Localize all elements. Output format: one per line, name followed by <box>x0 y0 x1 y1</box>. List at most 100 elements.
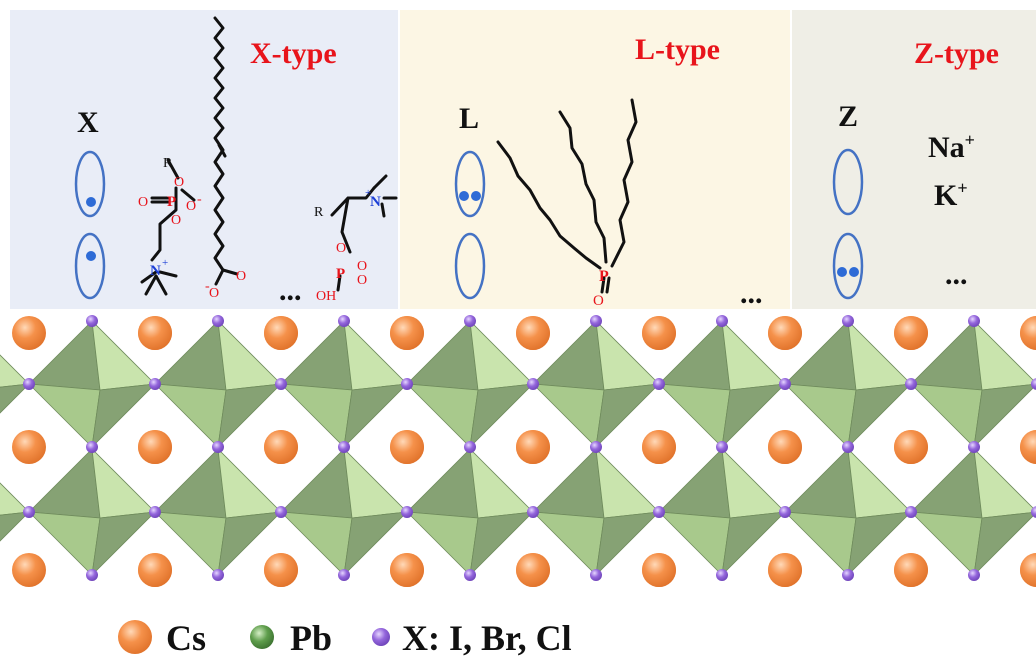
legend: Cs Pb X: I, Br, Cl <box>118 618 572 656</box>
octahedron-face <box>469 383 535 449</box>
cs-atom <box>264 316 298 350</box>
cs-atom <box>12 553 46 587</box>
x-atom <box>401 378 413 390</box>
x-atom <box>275 378 287 390</box>
cs-atom <box>1020 430 1036 464</box>
x-site-label: X <box>77 106 99 139</box>
x-type-title: X-type <box>250 37 337 70</box>
x-atom <box>401 506 413 518</box>
pbx6-octahedron <box>909 447 1036 577</box>
octahedron-face <box>847 383 913 449</box>
z-type-title: Z-type <box>914 37 999 70</box>
l-site-label: L <box>459 102 479 135</box>
pbx6-octahedron <box>783 447 913 577</box>
atom-o: O <box>186 199 196 214</box>
z-site-label: Z <box>838 100 858 133</box>
z-type-ellipsis: ... <box>945 258 968 291</box>
cs-legend-icon <box>118 620 152 654</box>
cs-atom <box>138 316 172 350</box>
x-atom <box>968 315 980 327</box>
oleate-molecule: O O - <box>205 16 246 301</box>
cs-atom <box>390 316 424 350</box>
pb-legend-label: Pb <box>290 618 332 656</box>
na-ion-symbol: Na <box>928 131 965 164</box>
octahedron-face <box>973 511 1036 577</box>
cs-atom <box>516 430 550 464</box>
pb-legend-icon <box>250 625 274 649</box>
cs-atom <box>12 430 46 464</box>
atom-charge: + <box>162 257 168 269</box>
atom-o: O <box>236 269 246 284</box>
octahedron-face <box>721 511 787 577</box>
x-type-ellipsis: ... <box>279 274 302 307</box>
pbx6-octahedron <box>405 319 535 449</box>
cs-atom <box>894 553 928 587</box>
x-atom <box>779 506 791 518</box>
cs-atom <box>768 316 802 350</box>
atom-o: O <box>593 293 604 309</box>
atom-p: P <box>167 194 176 210</box>
atom-charge: - <box>197 192 202 207</box>
z-site-ellipse-top <box>832 148 864 216</box>
pbx6-octahedron <box>0 482 31 542</box>
x-atom <box>275 506 287 518</box>
x-site-ellipse-bottom <box>74 232 106 300</box>
x-atom <box>653 506 665 518</box>
cs-atom <box>1020 316 1036 350</box>
z-site-dot <box>849 267 859 277</box>
l-type-ellipsis: ... <box>740 277 763 310</box>
pbx6-octahedron <box>405 447 535 577</box>
x-atom <box>464 315 476 327</box>
atom-o: O <box>336 241 346 256</box>
octahedron-face <box>595 383 661 449</box>
x-site-dot-top <box>86 197 96 207</box>
x-atom <box>842 315 854 327</box>
perovskite-lattice <box>0 315 1036 587</box>
octahedron-face <box>91 383 157 449</box>
x-atom <box>779 378 791 390</box>
x-atom <box>716 569 728 581</box>
x-site-ellipse-top <box>74 150 106 218</box>
pbx6-octahedron <box>279 447 409 577</box>
atom-r: R <box>163 156 173 171</box>
x-atom <box>905 506 917 518</box>
atom-o: O <box>357 273 367 288</box>
k-ion-charge: + <box>957 178 967 198</box>
l-site-ellipse-bottom <box>454 232 486 300</box>
x-atom <box>86 315 98 327</box>
atom-oh: OH <box>316 289 336 304</box>
x-legend-label: X: I, Br, Cl <box>402 618 572 656</box>
x-atom <box>149 506 161 518</box>
trioctylphosphine-oxide-molecule: P O <box>496 98 638 309</box>
atom-n: N <box>150 263 161 279</box>
cs-atom <box>264 553 298 587</box>
x-atom <box>212 315 224 327</box>
atom-p: P <box>599 268 609 285</box>
cs-atom <box>138 430 172 464</box>
octahedron-face <box>0 383 31 414</box>
pbx6-octahedron <box>27 319 157 449</box>
x-atom <box>338 441 350 453</box>
octahedron-face <box>469 511 535 577</box>
x-atom <box>968 441 980 453</box>
octahedron-face <box>217 511 283 577</box>
atom-charge: + <box>365 187 371 199</box>
x-atom <box>716 315 728 327</box>
x-atom <box>149 378 161 390</box>
l-site-ellipse-top <box>454 150 486 218</box>
atom-o: O <box>209 286 219 301</box>
cs-atom <box>516 316 550 350</box>
atom-o: O <box>174 175 184 190</box>
l-site-dot <box>459 191 469 201</box>
l-type-panel <box>400 10 790 309</box>
octahedron-face <box>343 383 409 449</box>
k-ion-symbol: K <box>934 179 958 212</box>
x-atom <box>86 569 98 581</box>
x-atom <box>590 569 602 581</box>
cs-atom <box>642 316 676 350</box>
cs-atom <box>390 430 424 464</box>
l-site-dot <box>471 191 481 201</box>
x-atom <box>842 569 854 581</box>
x-atom <box>1031 506 1036 518</box>
